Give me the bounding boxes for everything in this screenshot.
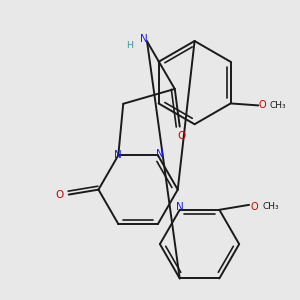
Text: CH₃: CH₃ (270, 101, 286, 110)
Text: N: N (140, 34, 148, 44)
Text: O: O (259, 100, 266, 110)
Text: O: O (178, 131, 186, 142)
Text: N: N (176, 202, 184, 212)
Text: N: N (114, 150, 122, 160)
Text: CH₃: CH₃ (262, 202, 279, 211)
Text: O: O (56, 190, 64, 200)
Text: H: H (126, 41, 133, 50)
Text: N: N (156, 149, 164, 159)
Text: O: O (250, 202, 258, 212)
